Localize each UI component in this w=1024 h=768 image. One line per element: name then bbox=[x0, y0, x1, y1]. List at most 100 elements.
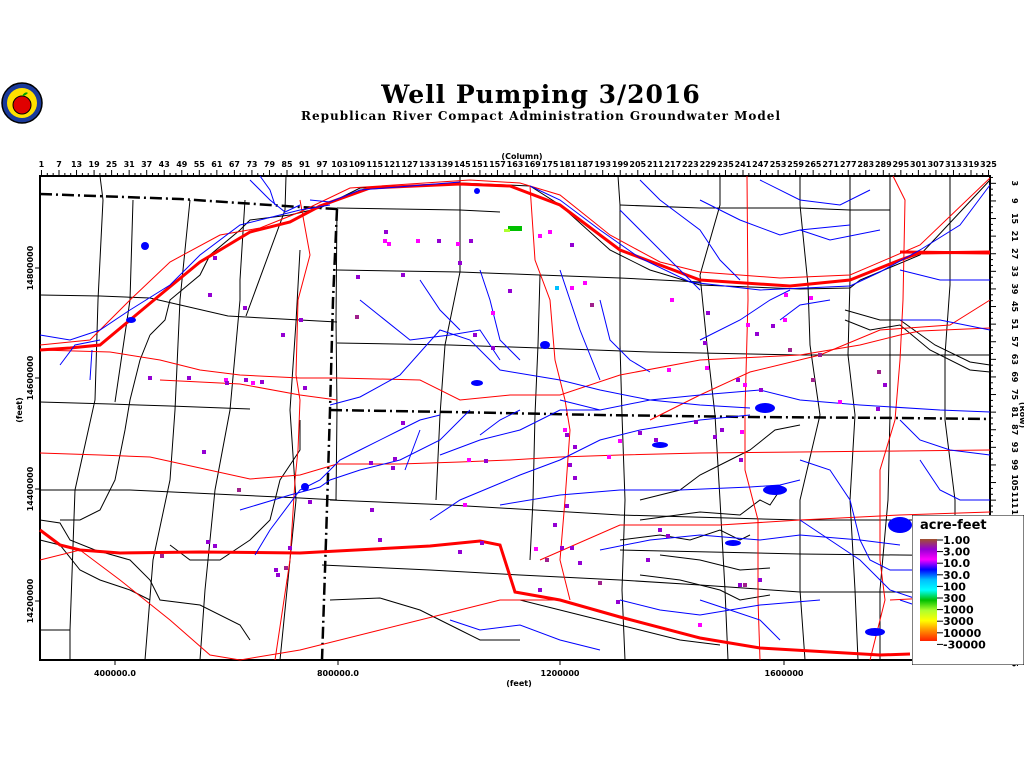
well-cell bbox=[771, 324, 775, 328]
well-cell bbox=[491, 311, 495, 315]
row-tick-label: 81 bbox=[1010, 407, 1019, 419]
well-cell bbox=[740, 430, 744, 434]
well-cell bbox=[654, 438, 658, 442]
column-tick-label: 295 bbox=[892, 160, 909, 169]
well-cell bbox=[809, 296, 813, 300]
column-tick-label: 139 bbox=[436, 160, 453, 169]
well-cell bbox=[736, 378, 740, 382]
column-tick-label: 133 bbox=[419, 160, 436, 169]
well-cell bbox=[534, 547, 538, 551]
column-tick-label: 7 bbox=[56, 160, 62, 169]
well-cell bbox=[213, 256, 217, 260]
axes-group: 1 7 13 19 25 31 37 43 49 55 61 67 73 79 85 91 97 103 109 11… bbox=[15, 152, 1024, 688]
column-tick-label: 229 bbox=[700, 160, 717, 169]
well-cell bbox=[568, 463, 572, 467]
row-tick-label: 93 bbox=[1010, 442, 1019, 453]
well-cell bbox=[456, 242, 460, 246]
well-cell bbox=[666, 534, 670, 538]
well-cell bbox=[573, 476, 577, 480]
row-tick-label: 87 bbox=[1010, 424, 1019, 435]
legend-title: acre-feet bbox=[920, 518, 987, 533]
well-cell bbox=[738, 583, 742, 587]
well-cell bbox=[467, 458, 471, 462]
row-tick-label: 51 bbox=[1010, 319, 1019, 331]
column-tick-label: 73 bbox=[246, 160, 257, 169]
well-cell bbox=[243, 306, 247, 310]
well-cell bbox=[818, 353, 822, 357]
well-cell bbox=[548, 230, 552, 234]
legend-label: 10000 bbox=[943, 627, 982, 640]
row-tick-label: 33 bbox=[1010, 266, 1019, 277]
well-cell bbox=[224, 378, 228, 382]
column-tick-label: 55 bbox=[194, 160, 206, 169]
x-feet-tick-label: 400000.0 bbox=[94, 669, 136, 678]
well-cell bbox=[694, 420, 698, 424]
well-cell bbox=[355, 315, 359, 319]
column-tick-label: 253 bbox=[770, 160, 787, 169]
well-cell bbox=[667, 368, 671, 372]
well-cell bbox=[590, 303, 594, 307]
well-cell bbox=[698, 623, 702, 627]
well-cell bbox=[458, 550, 462, 554]
well-cell bbox=[148, 376, 152, 380]
well-cell bbox=[244, 378, 248, 382]
y-feet-tick-label: 14400000 bbox=[26, 466, 35, 511]
column-tick-label: 301 bbox=[910, 160, 927, 169]
well-cell-high bbox=[504, 229, 510, 232]
row-tick-label: 45 bbox=[1010, 301, 1019, 313]
column-tick-label: 79 bbox=[264, 160, 276, 169]
well-cell bbox=[274, 568, 278, 572]
column-tick-label: 61 bbox=[211, 160, 223, 169]
well-cell bbox=[213, 544, 217, 548]
page-title: Well Pumping 3/2016 bbox=[381, 80, 701, 109]
reservoirs bbox=[126, 188, 912, 636]
well-cell bbox=[160, 554, 164, 558]
well-cell bbox=[578, 561, 582, 565]
well-cell bbox=[370, 508, 374, 512]
y-feet-tick-label: 14600000 bbox=[26, 355, 35, 400]
column-tick-label: 313 bbox=[945, 160, 962, 169]
well-cell bbox=[538, 234, 542, 238]
row-tick-label: 57 bbox=[1010, 336, 1019, 347]
well-cell bbox=[356, 275, 360, 279]
well-cell bbox=[811, 378, 815, 382]
y-feet-tick-label: 14200000 bbox=[26, 578, 35, 623]
well-pumping-cells bbox=[148, 226, 887, 627]
column-tick-label: 271 bbox=[822, 160, 839, 169]
well-cell bbox=[384, 230, 388, 234]
well-cell bbox=[187, 376, 191, 380]
well-cell bbox=[276, 573, 280, 577]
well-cell bbox=[703, 341, 707, 345]
well-cell bbox=[484, 459, 488, 463]
legend-colorbar bbox=[920, 539, 937, 641]
well-cell bbox=[553, 523, 557, 527]
row-tick-label: 15 bbox=[1010, 213, 1019, 225]
row-tick-label: 99 bbox=[1010, 459, 1019, 471]
well-cell bbox=[508, 289, 512, 293]
well-cell bbox=[260, 380, 264, 384]
column-tick-label: 283 bbox=[857, 160, 874, 169]
x-feet-tick-label: 1200000 bbox=[541, 669, 580, 678]
well-cell bbox=[565, 433, 569, 437]
well-cell bbox=[788, 348, 792, 352]
well-cell bbox=[281, 333, 285, 337]
well-cell bbox=[480, 541, 484, 545]
well-cell bbox=[705, 366, 709, 370]
well-cell bbox=[565, 504, 569, 508]
row-tick-label: 27 bbox=[1010, 248, 1019, 259]
row-axis-label: (Row) bbox=[1018, 402, 1024, 428]
well-cell bbox=[393, 457, 397, 461]
column-tick-label: 145 bbox=[454, 160, 471, 169]
well-cell bbox=[658, 528, 662, 532]
well-cell bbox=[383, 239, 387, 243]
well-cell bbox=[437, 239, 441, 243]
well-cell bbox=[401, 273, 405, 277]
well-cell bbox=[378, 538, 382, 542]
legend-label: 1.00 bbox=[943, 534, 970, 547]
row-tick-label: 75 bbox=[1010, 389, 1019, 401]
column-tick-label: 1 bbox=[39, 160, 45, 169]
well-cell bbox=[598, 581, 602, 585]
well-cell bbox=[369, 461, 373, 465]
column-tick-label: 151 bbox=[472, 160, 489, 169]
column-tick-label: 43 bbox=[159, 160, 170, 169]
